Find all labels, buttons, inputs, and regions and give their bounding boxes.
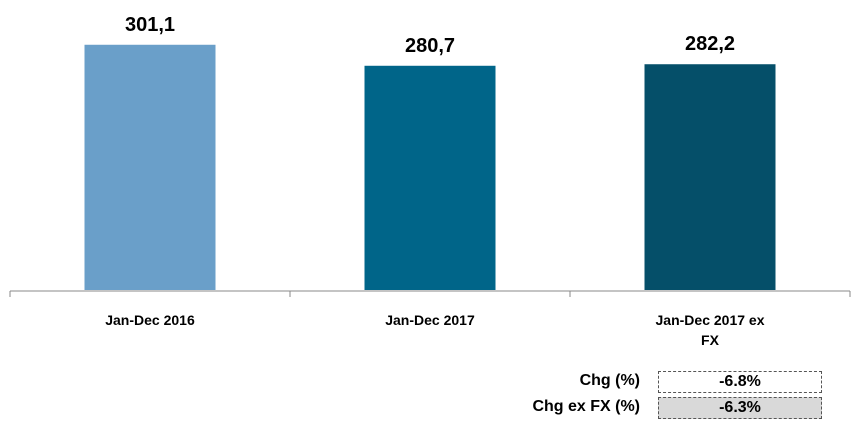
data-label: 301,1 — [125, 14, 175, 36]
change-value: -6.3% — [658, 397, 822, 419]
change-value: -6.8% — [658, 371, 822, 393]
data-label: 282,2 — [685, 33, 735, 55]
change-label: Chg (%) — [579, 372, 640, 389]
bar — [644, 64, 776, 290]
bar — [364, 65, 496, 290]
data-label: 280,7 — [405, 35, 455, 57]
x-tick-label: Jan-Dec 2017 — [385, 312, 475, 328]
change-label: Chg ex FX (%) — [532, 398, 640, 415]
bar — [84, 44, 216, 291]
x-tick-label: Jan-Dec 2016 — [105, 312, 195, 328]
x-tick-label: Jan-Dec 2017 ex FX — [655, 312, 765, 348]
